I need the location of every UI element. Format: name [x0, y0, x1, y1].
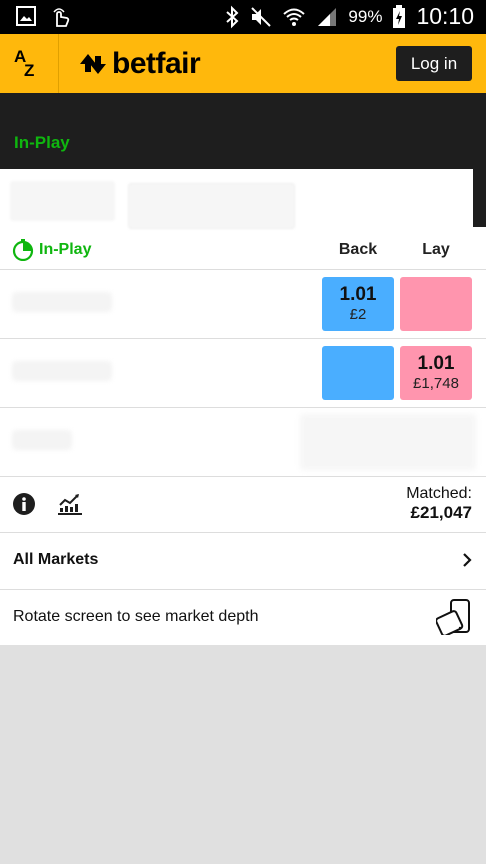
gallery-icon: [16, 6, 36, 28]
lay-odds-button[interactable]: 1.01 £1,748: [400, 346, 472, 400]
market-inplay-indicator: In-Play: [12, 239, 91, 261]
obscured-score: [10, 181, 115, 221]
rotate-hint-label: Rotate screen to see market depth: [13, 608, 258, 626]
scrollbar[interactable]: [473, 169, 486, 227]
battery-percent: 99%: [348, 7, 382, 27]
inplay-clock-icon: [12, 239, 34, 261]
svg-text:Z: Z: [24, 61, 34, 80]
status-bar: 99% 10:10: [0, 0, 486, 34]
event-status: In-Play: [14, 133, 70, 153]
lay-size: £1,748: [413, 375, 459, 393]
market-header: In-Play Back Lay: [0, 229, 486, 270]
mute-icon: [250, 6, 272, 28]
wifi-icon: [282, 6, 306, 28]
back-odds-button[interactable]: [322, 346, 394, 400]
obscured-panel: [128, 183, 295, 229]
app-header: A Z betfair Log in: [0, 34, 486, 93]
market-content: In-Play Back Lay 1.01 £2 1.01 £1,748: [0, 169, 486, 645]
az-icon: A Z: [0, 34, 58, 93]
market-info-row: Matched: £21,047: [0, 476, 486, 533]
rotate-hint-row: Rotate screen to see market depth: [0, 590, 486, 645]
back-odds-button[interactable]: 1.01 £2: [322, 277, 394, 331]
obscured-odds: [300, 414, 476, 470]
az-menu-button[interactable]: A Z: [0, 34, 59, 93]
back-price: 1.01: [340, 284, 377, 306]
lay-odds-button[interactable]: [400, 277, 472, 331]
lay-column-header: Lay: [400, 241, 472, 259]
hand-touch-icon: [50, 6, 72, 28]
inplay-label: In-Play: [39, 241, 91, 259]
back-column-header: Back: [322, 241, 394, 259]
runner-row: 1.01 £2: [0, 270, 486, 339]
runner-name-obscured: [12, 430, 72, 450]
info-icon[interactable]: [13, 493, 35, 515]
matched-value: £21,047: [406, 503, 472, 523]
runner-name-obscured: [12, 292, 112, 312]
all-markets-link[interactable]: All Markets: [0, 533, 486, 590]
back-size: £2: [350, 306, 367, 324]
runner-name-obscured: [12, 361, 112, 381]
bluetooth-icon: [224, 5, 240, 29]
chart-icon[interactable]: [58, 493, 82, 515]
clock: 10:10: [416, 3, 474, 30]
betfair-arrows-icon: [78, 50, 108, 78]
battery-charging-icon: [392, 5, 406, 29]
login-button[interactable]: Log in: [396, 46, 472, 81]
betfair-logo[interactable]: betfair: [78, 47, 200, 81]
rotate-phone-icon: [436, 599, 472, 635]
matched-amount: Matched: £21,047: [406, 485, 472, 523]
runner-row: 1.01 £1,748: [0, 339, 486, 408]
matched-label: Matched:: [406, 485, 472, 503]
chevron-right-icon: [462, 552, 472, 568]
all-markets-label: All Markets: [13, 551, 98, 569]
signal-icon: [316, 6, 338, 28]
runner-row: [0, 408, 486, 477]
logo-text: betfair: [112, 47, 200, 81]
lay-price: 1.01: [418, 353, 455, 375]
event-header: In-Play: [0, 93, 486, 169]
